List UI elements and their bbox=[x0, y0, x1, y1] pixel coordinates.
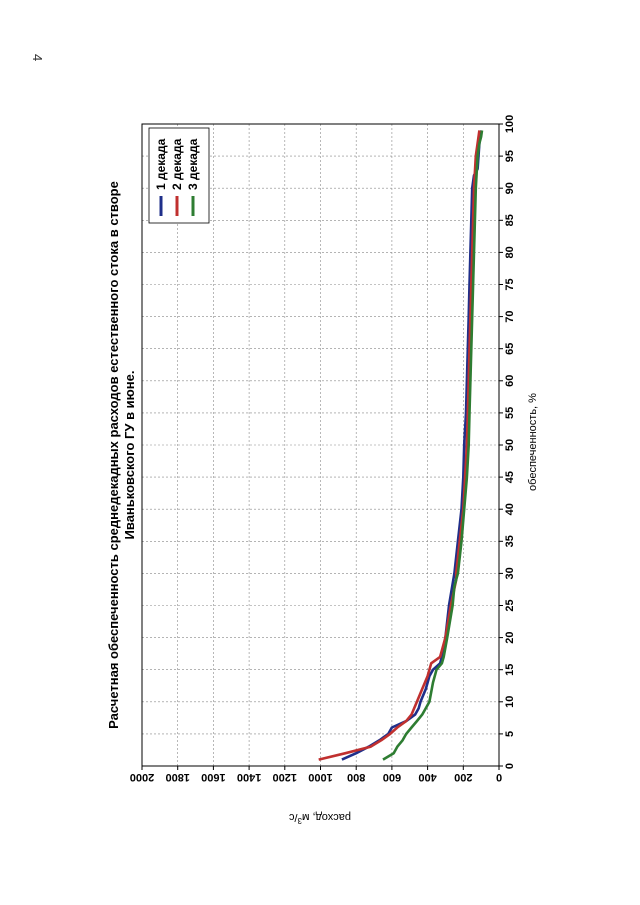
x-tick-label: 5 bbox=[504, 731, 516, 737]
x-tick-label: 40 bbox=[504, 503, 516, 515]
chart-series bbox=[318, 130, 484, 761]
y-axis-label: расход, м3/с bbox=[288, 811, 351, 826]
y-tick-label: 1200 bbox=[273, 771, 297, 783]
x-tick-label: 20 bbox=[504, 631, 516, 643]
legend-label-1: 1 декада bbox=[154, 138, 168, 190]
x-tick-label: 25 bbox=[504, 599, 516, 611]
legend-label-3: 3 декада bbox=[186, 138, 200, 190]
x-axis-label: обеспеченность, % bbox=[527, 393, 539, 491]
x-tick-label: 10 bbox=[504, 696, 516, 708]
chart-legend: 1 декада 2 декада 3 декада bbox=[148, 127, 210, 224]
y-tick-label: 600 bbox=[383, 771, 401, 783]
x-tick-label: 35 bbox=[504, 535, 516, 547]
x-tick-label: 75 bbox=[504, 278, 516, 290]
chart-title: Расчетная обеспеченность среднедекадных … bbox=[106, 181, 121, 729]
legend-box bbox=[148, 127, 210, 224]
y-tick-label: 1400 bbox=[237, 771, 261, 783]
y-axis-label-tail: /с bbox=[288, 811, 297, 823]
x-tick-label: 50 bbox=[504, 439, 516, 451]
y-axis-label-sup: 3 bbox=[297, 817, 302, 826]
y-tick-label: 0 bbox=[496, 771, 502, 783]
x-tick-label: 30 bbox=[504, 567, 516, 579]
series-line-3 bbox=[382, 130, 484, 761]
legend-label-2: 2 декада bbox=[170, 138, 184, 190]
x-tick-label: 15 bbox=[504, 664, 516, 676]
x-tick-label: 45 bbox=[504, 471, 516, 483]
x-tick-label: 95 bbox=[504, 150, 516, 162]
y-tick-label: 1600 bbox=[201, 771, 225, 783]
y-tick-label: 1000 bbox=[308, 771, 332, 783]
x-tick-label: 100 bbox=[504, 115, 516, 133]
x-tick-label: 70 bbox=[504, 310, 516, 322]
y-tick-label: 2000 bbox=[130, 771, 154, 783]
x-tick-label: 90 bbox=[504, 182, 516, 194]
x-tick-label: 65 bbox=[504, 343, 516, 355]
y-tick-label: 1800 bbox=[165, 771, 189, 783]
chart-ticks: 0 5 10 15 20 25 30 35 40 45 50 55 60 65 70 75 80 85 90 95 10… bbox=[130, 115, 516, 783]
x-tick-label: 60 bbox=[504, 375, 516, 387]
chart-subtitle: Иваньковского ГУ в июне. bbox=[122, 371, 137, 540]
x-tick-label: 0 bbox=[504, 763, 516, 769]
x-tick-label: 55 bbox=[504, 407, 516, 419]
x-tick-label: 80 bbox=[504, 246, 516, 258]
chart-grid bbox=[141, 123, 500, 767]
y-axis-label-main: расход, м bbox=[302, 811, 351, 823]
y-tick-label: 200 bbox=[454, 771, 472, 783]
y-tick-label: 800 bbox=[347, 771, 365, 783]
y-tick-label: 400 bbox=[418, 771, 436, 783]
x-tick-label: 85 bbox=[504, 214, 516, 226]
